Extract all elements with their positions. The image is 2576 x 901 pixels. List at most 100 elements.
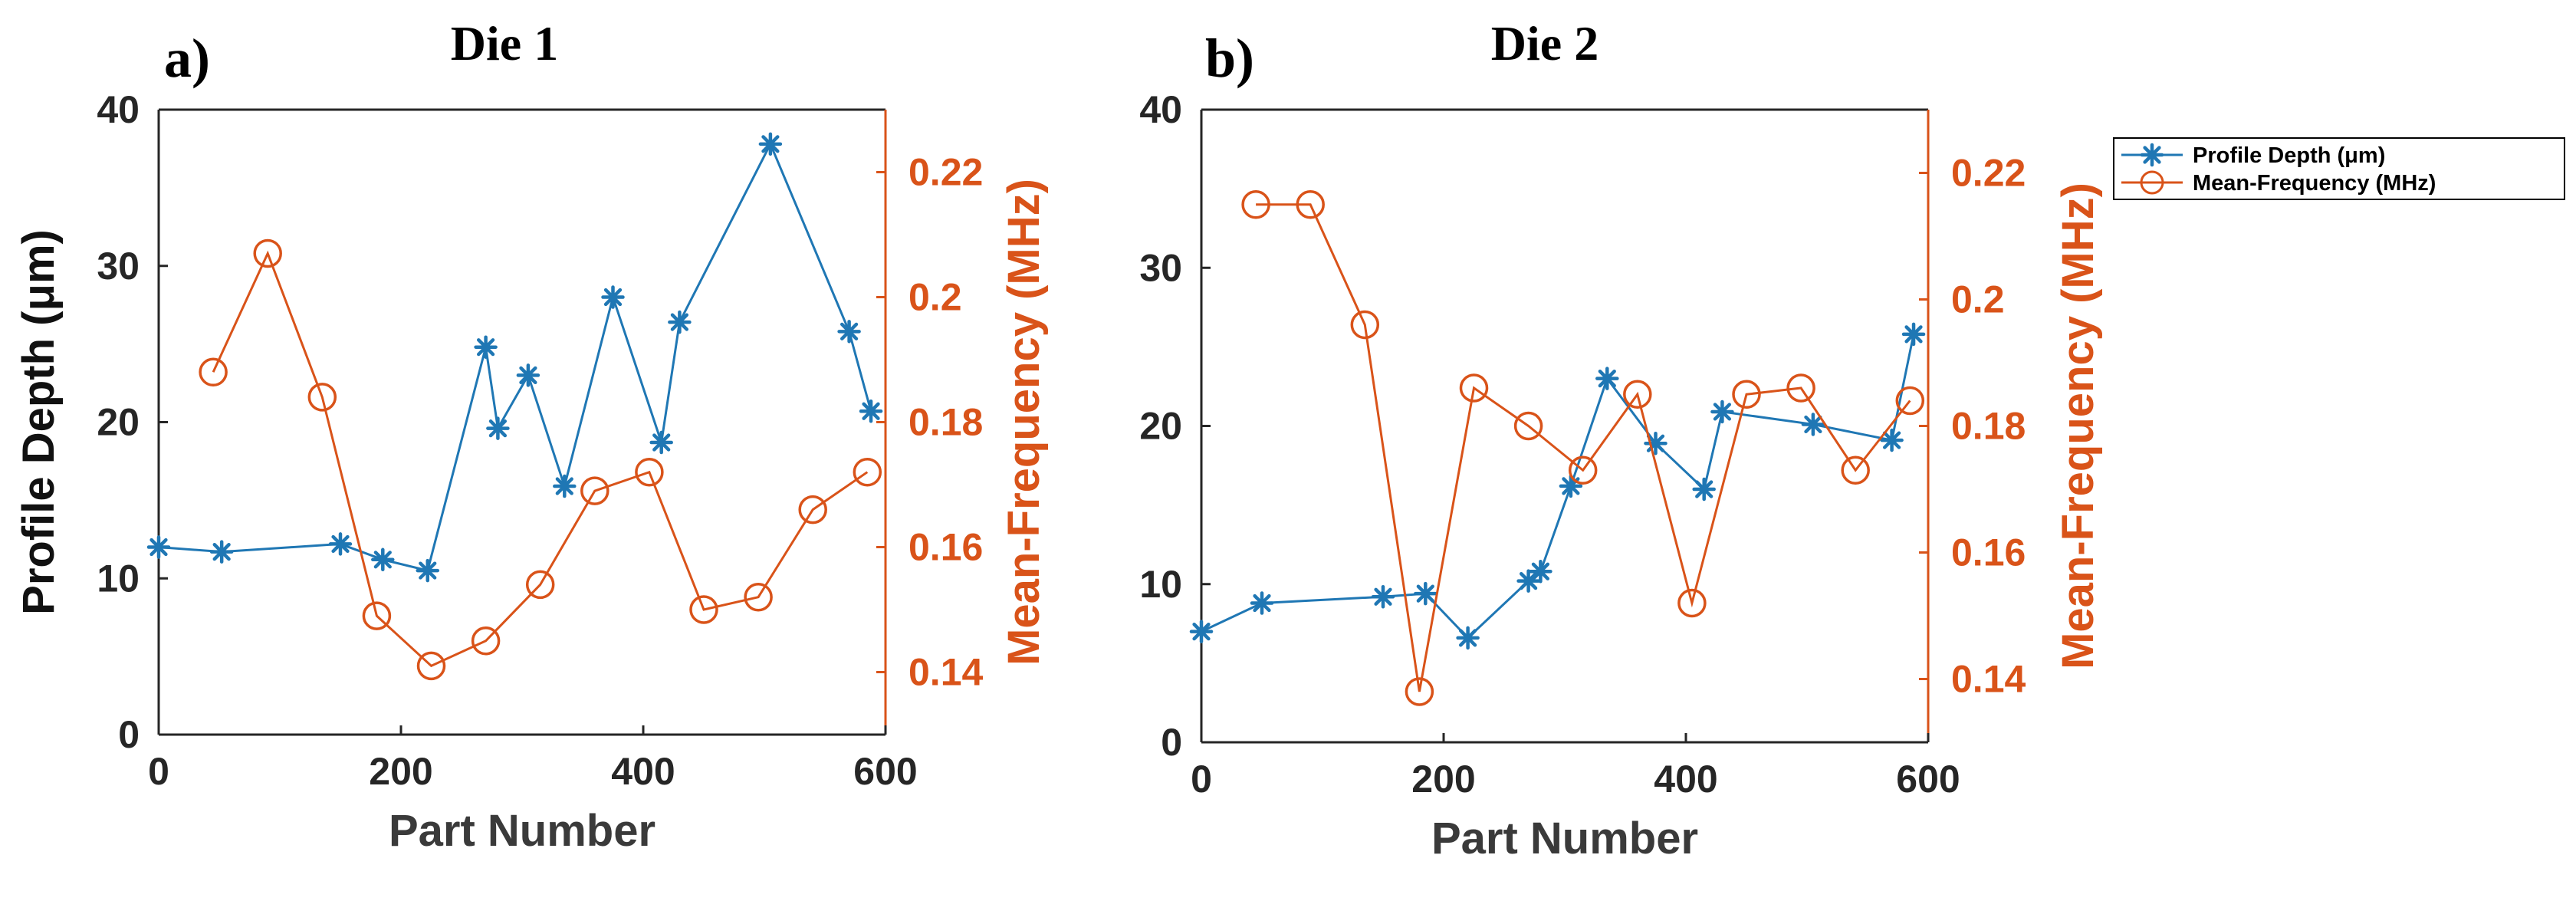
y-left-tick-label: 40	[1139, 88, 1182, 131]
depth-point	[1529, 560, 1552, 584]
y-right-tick-label: 0.18	[909, 401, 983, 444]
depth-point	[758, 132, 783, 156]
depth-point	[1456, 626, 1480, 650]
chart-title: Die 2	[1491, 16, 1598, 71]
legend-frequency-marker	[2140, 170, 2164, 195]
depth-point	[1516, 569, 1540, 593]
panel-a: 0 200 400 600 0 10 20 30 40 0.14 0.16 0.18 0.2 0.22 Pa…	[14, 16, 1049, 856]
y-left-tick-label: 10	[97, 557, 140, 600]
frequency-point	[253, 238, 282, 268]
y-right-tick-label: 0.2	[909, 276, 962, 319]
frequency-point	[1895, 386, 1925, 416]
depth-point	[1414, 581, 1438, 606]
x-tick-label: 400	[611, 750, 675, 793]
x-tick-label: 600	[1896, 758, 1960, 801]
frequency-point	[362, 601, 392, 630]
y-right-axis-label: Mean-Frequency (MHz)	[999, 179, 1049, 666]
frequency-point	[580, 476, 610, 505]
frequency-point	[1459, 373, 1489, 403]
y-left-tick-label: 40	[97, 88, 140, 131]
chart-title: Die 1	[451, 16, 558, 71]
x-tick-label: 0	[1191, 758, 1212, 801]
frequency-point	[1350, 310, 1380, 340]
x-tick-label: 200	[1411, 758, 1475, 801]
depth-point	[601, 285, 625, 309]
frequency-point	[1623, 380, 1652, 409]
depth-point	[1559, 474, 1583, 498]
panel-b: 0 200 400 600 0 10 20 30 40 0.14 0.16 0.18 0.2 0.22 Pa…	[1139, 16, 2103, 863]
frequency-point	[1405, 677, 1434, 706]
x-axis-label: Part Number	[389, 806, 656, 856]
depth-point	[209, 540, 234, 564]
frequency-point	[853, 457, 882, 487]
frequency-point	[525, 570, 555, 600]
y-right-tick-label: 0.22	[1951, 152, 2026, 195]
depth-point	[146, 535, 171, 559]
y-left-tick-label: 10	[1139, 563, 1182, 606]
depth-point	[516, 363, 540, 387]
legend: Profile Depth (μm) Mean-Frequency (MHz)	[2113, 137, 2565, 200]
y-left-tick-label: 0	[118, 713, 140, 756]
depth-point	[474, 335, 498, 359]
depth-point	[553, 474, 577, 498]
depth-point	[859, 399, 883, 423]
y-right-tick-label: 0.14	[909, 651, 984, 694]
y-right-tick-label: 0.16	[909, 526, 983, 569]
x-tick-label: 0	[148, 750, 169, 793]
depth-point	[1250, 591, 1274, 615]
frequency-point	[689, 595, 718, 624]
depth-point	[668, 310, 692, 334]
depth-point	[1692, 477, 1716, 501]
y-left-tick-label: 30	[1139, 246, 1182, 289]
depth-point	[328, 532, 353, 556]
legend-depth-marker	[2140, 143, 2164, 167]
frequency-point	[1241, 190, 1270, 219]
frequency-series-line	[212, 250, 869, 668]
frequency-point	[471, 626, 501, 656]
frequency-point	[1786, 373, 1815, 403]
panel-label: a)	[164, 28, 210, 89]
y-left-axis-label: Profile Depth (μm)	[14, 229, 64, 615]
frequency-point	[1841, 455, 1870, 485]
x-axis-label: Part Number	[1431, 814, 1698, 863]
frequency-point	[635, 457, 664, 487]
depth-point	[1901, 322, 1926, 347]
legend-box	[2113, 137, 2565, 200]
depth-point	[1371, 585, 1395, 609]
panel-label: b)	[1205, 28, 1254, 89]
x-tick-label: 400	[1654, 758, 1717, 801]
y-right-tick-label: 0.18	[1951, 405, 2026, 448]
x-tick-label: 600	[853, 750, 917, 793]
depth-point	[486, 416, 510, 440]
y-left-tick-label: 0	[1161, 721, 1182, 764]
y-left-tick-label: 20	[97, 401, 140, 444]
depth-point	[1801, 413, 1825, 436]
frequency-point	[199, 357, 228, 387]
y-left-tick-label: 20	[1139, 405, 1182, 448]
depth-point	[371, 548, 395, 572]
frequency-point	[307, 383, 337, 412]
frequency-point	[1513, 411, 1543, 441]
y-right-axis-label: Mean-Frequency (MHz)	[2053, 183, 2103, 669]
frequency-point	[798, 495, 827, 524]
depth-point	[416, 558, 440, 583]
y-right-tick-label: 0.22	[909, 151, 983, 194]
y-left-tick-label: 30	[97, 245, 140, 288]
legend-depth-label: Profile Depth (μm)	[2193, 143, 2385, 168]
depth-point	[649, 430, 673, 455]
y-right-tick-label: 0.2	[1951, 278, 2005, 321]
frequency-series-line	[1256, 203, 1911, 692]
frequency-point	[744, 582, 773, 612]
frequency-point	[1732, 380, 1761, 409]
frequency-point	[1568, 455, 1598, 485]
legend-frequency-label: Mean-Frequency (MHz)	[2193, 171, 2436, 196]
depth-point	[1595, 367, 1619, 390]
frequency-point	[1296, 190, 1325, 219]
depth-point	[1189, 620, 1214, 643]
depth-point	[837, 320, 861, 344]
frequency-point	[1677, 588, 1707, 618]
y-right-tick-label: 0.14	[1951, 658, 2026, 701]
frequency-point	[416, 651, 446, 681]
